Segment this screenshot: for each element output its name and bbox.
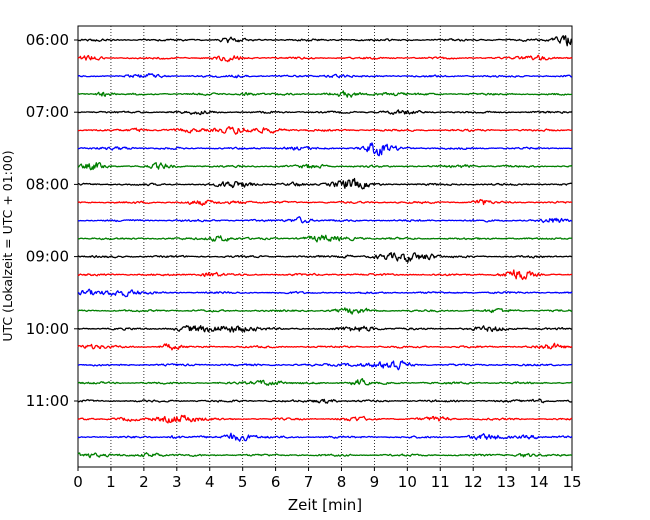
- x-tick-label: 3: [172, 473, 182, 491]
- x-tick-label: 9: [370, 473, 380, 491]
- y-tick-label: 09:00: [26, 248, 69, 266]
- trace-1015: [77, 342, 573, 351]
- x-tick-label: 8: [337, 473, 347, 491]
- y-axis-label: UTC (Lokalzeit = UTC + 01:00): [0, 150, 15, 341]
- y-tick-label: 11:00: [26, 392, 69, 410]
- trace-0730: [77, 142, 573, 157]
- x-tick-label: 12: [464, 473, 483, 491]
- x-tick-label: 10: [398, 473, 417, 491]
- trace-0945: [77, 307, 573, 315]
- x-tick-label: 7: [304, 473, 314, 491]
- x-tick-label: 14: [530, 473, 549, 491]
- plot-frame: [77, 25, 573, 468]
- trace-1145: [77, 452, 573, 459]
- x-tick-label: 13: [497, 473, 516, 491]
- trace-0700: [77, 109, 573, 116]
- x-tick-label: 11: [431, 473, 450, 491]
- x-axis: 0 1 2 3 4 5 6 7 8 9 10 11 12 13 14 15: [73, 467, 582, 491]
- trace-0715: [77, 126, 573, 135]
- trace-0630: [77, 72, 573, 79]
- trace-0745: [77, 161, 573, 171]
- trace-1045: [77, 378, 573, 386]
- y-tick-label: 07:00: [26, 103, 69, 121]
- x-tick-label: 1: [106, 473, 116, 491]
- trace-0930: [77, 288, 573, 298]
- trace-1030: [77, 360, 573, 371]
- x-tick-label: 0: [73, 473, 83, 491]
- trace-0600: [77, 35, 573, 47]
- y-tick-label: 10:00: [26, 320, 69, 338]
- trace-0845: [77, 234, 573, 243]
- trace-0615: [77, 54, 573, 63]
- seismic-traces: [77, 35, 573, 459]
- trace-0830: [77, 216, 573, 224]
- x-tick-label: 15: [562, 473, 581, 491]
- trace-1100: [77, 398, 573, 404]
- x-tick-label: 2: [139, 473, 149, 491]
- trace-0800: [77, 177, 573, 190]
- y-tick-label: 06:00: [26, 31, 69, 49]
- trace-1000: [77, 325, 573, 333]
- y-axis: 06:00 07:00 08:00 09:00 10:00 11:00: [26, 31, 78, 410]
- trace-0645: [77, 90, 573, 98]
- trace-1115: [77, 414, 573, 424]
- x-tick-label: 6: [271, 473, 281, 491]
- trace-0915: [77, 269, 573, 281]
- x-axis-label: Zeit [min]: [288, 496, 362, 514]
- trace-0815: [77, 198, 573, 206]
- x-tick-label: 5: [238, 473, 248, 491]
- y-tick-label: 08:00: [26, 175, 69, 193]
- trace-0900: [77, 251, 572, 263]
- trace-1130: [77, 432, 573, 442]
- x-tick-label: 4: [205, 473, 215, 491]
